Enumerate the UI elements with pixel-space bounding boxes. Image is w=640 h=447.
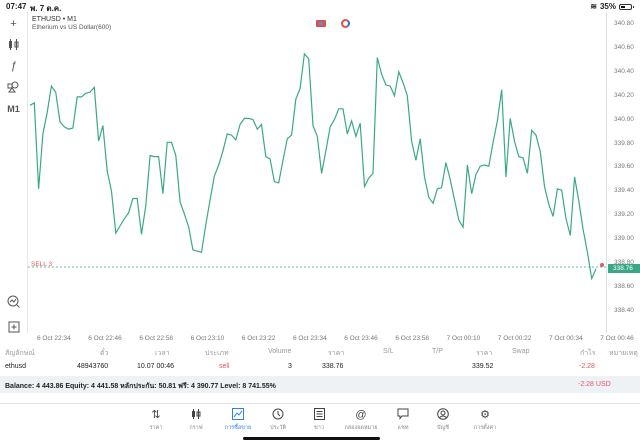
price-tick: 339.60	[614, 163, 634, 171]
status-right: ≋ 35%	[590, 2, 634, 11]
time-tick: 6 Oct 23:34	[293, 335, 327, 342]
time-tick: 6 Oct 23:22	[241, 335, 276, 342]
bottom-tab-bar: ⇅ ราคา กราฟ การซื้อขาย ประวัติ ข่าว @ กล…	[0, 403, 640, 447]
time-tick: 7 Oct 00:46	[600, 335, 634, 342]
connection-status-icon[interactable]	[341, 19, 350, 28]
chart-description: Etherium vs US Dollar(600)	[32, 24, 112, 31]
position-current-price: 339.52	[472, 363, 494, 370]
status-bar: 07:47 พ. 7 ต.ค. ≋ 35%	[0, 0, 640, 13]
gear-icon: ⚙	[480, 409, 490, 421]
mail-icon: @	[355, 409, 367, 421]
price-tick: 338.40	[614, 306, 634, 314]
position-ticket: 48943760	[77, 363, 109, 370]
balance-text: Balance: 4 443.86 Equity: 4 441.58 หลักป…	[5, 383, 276, 390]
status-time: 07:47	[6, 2, 27, 11]
chart-toolbar: + ƒ M1	[0, 12, 27, 338]
chart-symbol: ETHUSD • M1	[32, 16, 77, 23]
zoom-chart-icon[interactable]	[6, 295, 21, 310]
tab-history[interactable]: ประวัติ	[258, 408, 298, 432]
sell-order-label: SELL 3	[31, 261, 53, 268]
position-time: 10.07 00:46	[137, 363, 174, 370]
account-icon	[423, 408, 463, 422]
price-tick: 339.80	[614, 139, 634, 147]
price-tick: 340.80	[614, 20, 634, 27]
tab-mailbox[interactable]: @ กล่องจดหมาย	[341, 408, 381, 432]
trade-signal-icon[interactable]	[316, 20, 326, 27]
price-tick: 340.40	[614, 67, 634, 75]
time-tick: 6 Oct 23:58	[395, 335, 429, 342]
history-icon	[258, 408, 298, 422]
tab-quotes[interactable]: ⇅ ราคา	[136, 408, 176, 432]
col-comment: หมายเหตุ	[609, 350, 638, 357]
status-date: พ. 7 ต.ค.	[30, 4, 62, 13]
col-tp: T/P	[432, 348, 443, 355]
time-tick: 6 Oct 22:34	[37, 335, 71, 342]
time-tick: 7 Oct 00:22	[497, 335, 532, 342]
positions-header: สัญลักษณ์ ตั๋ว เวลา ประเภท Volume ราคา S…	[0, 345, 640, 360]
price-tick: 338.80	[614, 259, 634, 266]
tab-settings[interactable]: ⚙ การตั้งค่า	[465, 408, 505, 432]
new-order-icon[interactable]	[6, 321, 21, 336]
time-tick: 6 Oct 23:46	[344, 335, 378, 342]
tab-news[interactable]: ข่าว	[299, 408, 339, 432]
account-summary: Balance: 4 443.86 Equity: 4 441.58 หลักป…	[0, 376, 640, 393]
timeframe-button[interactable]: M1	[7, 104, 20, 114]
indicators-icon[interactable]	[6, 38, 21, 53]
col-ticket: ตั๋ว	[100, 350, 109, 357]
time-tick: 6 Oct 22:58	[139, 335, 173, 342]
col-volume: Volume	[268, 348, 292, 355]
wifi-icon: ≋	[590, 2, 597, 11]
price-tick: 339.00	[614, 235, 634, 243]
objects-icon[interactable]	[6, 80, 21, 95]
quotes-icon: ⇅	[151, 409, 161, 421]
battery-icon	[619, 3, 634, 10]
col-type: ประเภท	[205, 350, 229, 357]
col-swap: Swap	[512, 348, 530, 355]
battery-percent: 35%	[599, 2, 616, 11]
current-price-dot	[600, 263, 604, 267]
col-time: เวลา	[155, 350, 170, 357]
col-symbol: สัญลักษณ์	[5, 350, 35, 357]
position-row[interactable]: ethusd 48943760 10.07 00:46 sell 3 338.7…	[0, 360, 640, 375]
time-tick: 7 Oct 00:10	[446, 335, 481, 342]
position-volume: 3	[288, 363, 292, 370]
position-symbol: ethusd	[5, 363, 27, 370]
price-tick: 339.20	[614, 211, 634, 219]
chat-icon	[383, 408, 423, 422]
price-tick: 340.60	[614, 43, 634, 51]
position-type: sell	[219, 363, 230, 370]
price-line	[28, 52, 608, 281]
price-tick: 340.20	[614, 91, 634, 99]
function-icon[interactable]: ƒ	[10, 60, 17, 72]
col-current-price: ราคา	[476, 350, 493, 357]
col-open-price: ราคา	[328, 350, 345, 357]
position-open-price: 338.76	[322, 363, 344, 370]
col-sl: S/L	[383, 348, 394, 355]
positions-table: สัญลักษณ์ ตั๋ว เวลา ประเภท Volume ราคา S…	[0, 345, 640, 375]
trade-icon	[218, 408, 258, 422]
tab-account[interactable]: บัญชี	[423, 408, 463, 432]
price-chart[interactable]: ETHUSD • M1 Etherium vs US Dollar(600) S…	[27, 12, 608, 333]
time-tick: 6 Oct 23:10	[190, 335, 225, 342]
news-icon	[299, 408, 339, 422]
total-profit: -2.28 USD	[578, 381, 611, 388]
price-tick: 339.40	[614, 187, 634, 195]
price-axis: 338.40 338.60 338.80 339.00 339.20 339.40 339.…	[608, 12, 640, 333]
time-axis: 6 Oct 22:34 6 Oct 22:46 6 Oct 22:58 6 Oct 2…	[27, 333, 640, 345]
home-indicator[interactable]	[243, 437, 380, 440]
position-profit: -2.28	[579, 363, 595, 370]
tab-chart[interactable]: กราฟ	[176, 408, 216, 432]
time-tick: 6 Oct 22:46	[88, 335, 122, 342]
price-tick: 338.60	[614, 282, 634, 290]
tab-trade[interactable]: การซื้อขาย	[218, 408, 258, 432]
col-profit: กำไร	[580, 350, 596, 357]
current-price-tag: 338.76	[608, 264, 640, 273]
crosshair-icon[interactable]: +	[10, 18, 17, 30]
price-tick: 340.00	[614, 115, 634, 123]
time-tick: 7 Oct 00:34	[549, 335, 583, 342]
candlestick-icon	[176, 408, 216, 422]
tab-chat[interactable]: แชท	[383, 408, 423, 432]
